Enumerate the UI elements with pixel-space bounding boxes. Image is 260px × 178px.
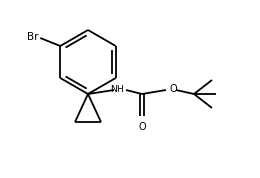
Text: Br: Br [27,32,38,42]
Text: H: H [116,85,123,93]
Text: O: O [138,122,146,132]
Text: N: N [110,85,117,93]
Text: O: O [169,84,177,94]
